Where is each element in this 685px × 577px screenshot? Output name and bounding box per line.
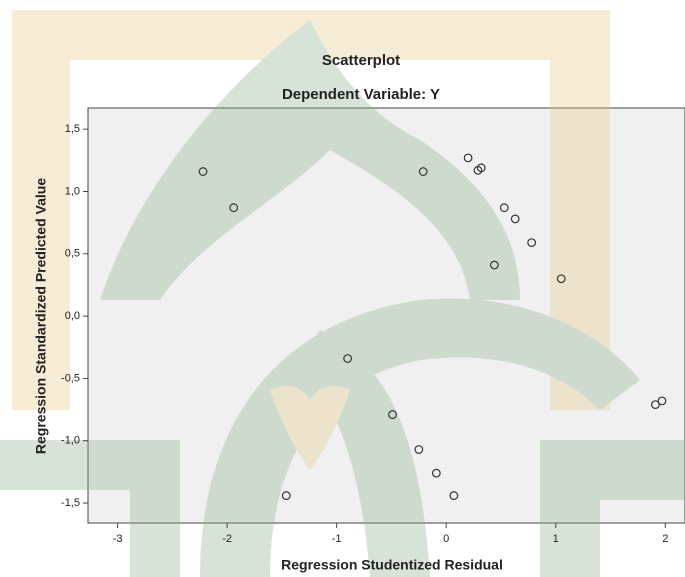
y-tick-label: 0,0 (65, 310, 80, 322)
x-tick-label: -2 (222, 533, 232, 545)
x-tick-label: -3 (113, 533, 123, 545)
x-tick-label: 0 (443, 533, 449, 545)
x-tick-label: -1 (332, 533, 342, 545)
x-tick-label: 2 (662, 533, 668, 545)
y-tick-label: 1,5 (65, 123, 80, 135)
x-axis-title: Regression Studentized Residual (281, 557, 503, 573)
chart: Scatterplot Dependent Variable: Y Regres… (0, 0, 685, 577)
plot-area (88, 108, 685, 523)
y-tick-label: -1,0 (61, 435, 80, 447)
y-tick-label: -0,5 (61, 372, 80, 384)
x-tick-label: 1 (553, 533, 559, 545)
chart-title: Scatterplot (322, 52, 400, 69)
y-tick-label: 1,0 (65, 185, 80, 197)
y-tick-label: -1,5 (61, 497, 80, 509)
y-axis-title: Regression Standardized Predicted Value (33, 178, 49, 454)
chart-subtitle: Dependent Variable: Y (282, 86, 440, 103)
y-tick-label: 0,5 (65, 248, 80, 260)
